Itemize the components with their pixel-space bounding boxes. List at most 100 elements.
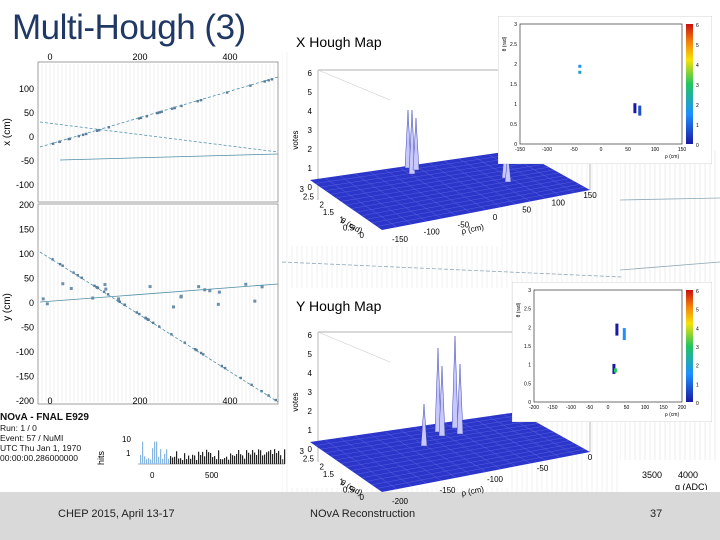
- event-display: x (cm) y (cm) 0 200 400 100 50 0 -50 -100 0 200…: [0, 52, 282, 407]
- top-view-hit: [139, 116, 143, 120]
- adc-bar: [158, 456, 160, 464]
- side-view-hit: [96, 286, 99, 289]
- colorbar-tick: 4: [696, 63, 699, 69]
- side-view-ytick: -200: [16, 396, 34, 406]
- lego-rho-tick: -50: [537, 464, 549, 473]
- map-ytick: 0: [514, 142, 517, 148]
- lego-theta-label: θ (rad): [339, 216, 364, 236]
- side-view-hit: [157, 325, 161, 328]
- top-view-hit: [170, 107, 174, 110]
- map-peak: [622, 328, 626, 341]
- event-info: NOvA - FNAL E929 Run: 1 / 0 Event: 57 / …: [0, 412, 140, 492]
- evd-grid: [41, 64, 275, 402]
- side-view-hit: [202, 353, 205, 356]
- adc-bar: [258, 449, 260, 464]
- lego-peak: [404, 109, 412, 169]
- map-xtick: 100: [651, 147, 660, 153]
- lego-peak: [420, 403, 428, 447]
- side-view-hit: [152, 321, 155, 325]
- colorbar-tick: 0: [696, 401, 699, 407]
- colorbar-tick: 3: [696, 83, 699, 89]
- footer-conference: CHEP 2015, April 13-17: [58, 508, 175, 520]
- adc-bar: [264, 454, 266, 464]
- adc-bar: [156, 441, 158, 464]
- adc-bar: [230, 453, 232, 464]
- lego-zlabel: votes: [291, 130, 300, 149]
- adc-bar: [164, 453, 166, 464]
- adc-bar: [252, 450, 254, 464]
- side-view-hit: [170, 333, 173, 336]
- top-view-hit: [77, 134, 80, 138]
- lego-theta-tick: 2: [320, 462, 325, 471]
- side-view-hit: [195, 348, 198, 352]
- lego-rho-tick: -150: [439, 486, 456, 495]
- colorbar-tick: 0: [696, 143, 699, 149]
- side-view-ytick: -150: [16, 372, 34, 382]
- colorbar-tick: 2: [696, 103, 699, 109]
- top-view-hit: [51, 142, 55, 145]
- map-peak: [578, 64, 582, 68]
- side-view-hit: [80, 276, 83, 279]
- side-view-hit: [244, 282, 248, 286]
- utc-time: 00:00:00.286000000: [0, 453, 78, 463]
- top-view-hit: [85, 132, 88, 136]
- adc-bar: [188, 455, 190, 464]
- adc-xtick-4000: 4000: [678, 470, 698, 480]
- lego-ztick: 0: [308, 183, 313, 192]
- side-view-hit: [117, 299, 120, 303]
- side-view-xtick: 0: [47, 396, 52, 406]
- adc-bar: [186, 459, 188, 464]
- map-ytick: 1.5: [524, 344, 531, 350]
- lego-theta-tick: 1.5: [323, 208, 335, 217]
- colorbar: [686, 290, 693, 402]
- lego-rho-tick: 150: [583, 191, 597, 200]
- lego-theta-tick: 1.5: [323, 470, 335, 479]
- map-ytick: 2: [514, 62, 517, 68]
- lego-ztick: 4: [308, 369, 313, 378]
- colorbar: [686, 24, 693, 144]
- adc-bar: [272, 454, 274, 464]
- map-peak: [638, 105, 642, 116]
- colorbar-tick: 5: [696, 308, 699, 314]
- adc-bar: [216, 459, 218, 464]
- map-xtick: -150: [547, 405, 557, 411]
- adc-bar: [254, 452, 256, 464]
- adc-xtick-0: 0: [150, 471, 155, 480]
- side-view-hit: [217, 290, 221, 294]
- side-view-hit: [69, 286, 73, 290]
- map-peak: [633, 103, 637, 114]
- adc-bar: [166, 449, 168, 464]
- side-view-track-1: [39, 251, 279, 403]
- adc-bar: [274, 449, 276, 464]
- map-xtick: 150: [659, 405, 668, 411]
- side-view-hit: [58, 262, 62, 266]
- adc-bar: [282, 459, 284, 464]
- side-view-hit: [260, 389, 263, 393]
- map-xtick: -200: [529, 405, 539, 411]
- top-view-hit: [270, 78, 274, 81]
- top-view-hit: [137, 117, 141, 120]
- map-peak: [615, 323, 619, 336]
- side-view-ytick: 50: [24, 274, 34, 284]
- top-view-hit: [81, 133, 85, 137]
- side-view-hit: [118, 300, 122, 303]
- top-view-ytick: -50: [21, 156, 34, 166]
- side-view-hit: [197, 285, 201, 289]
- adc-xtick-3500: 3500: [642, 470, 662, 480]
- adc-bar: [276, 453, 278, 464]
- side-view-ytick: -100: [16, 347, 34, 357]
- side-view-hit: [274, 398, 277, 402]
- map-ytick: 2: [528, 325, 531, 331]
- adc-bar: [206, 449, 208, 464]
- lego-zlabel: votes: [291, 392, 300, 411]
- lego-theta-tick: 2: [320, 200, 325, 209]
- adc-bar: [204, 456, 206, 464]
- adc-bar: [210, 452, 212, 464]
- adc-bar: [238, 450, 240, 464]
- adc-bar: [218, 450, 220, 464]
- side-view-hit: [51, 258, 54, 261]
- adc-bar: [194, 455, 196, 464]
